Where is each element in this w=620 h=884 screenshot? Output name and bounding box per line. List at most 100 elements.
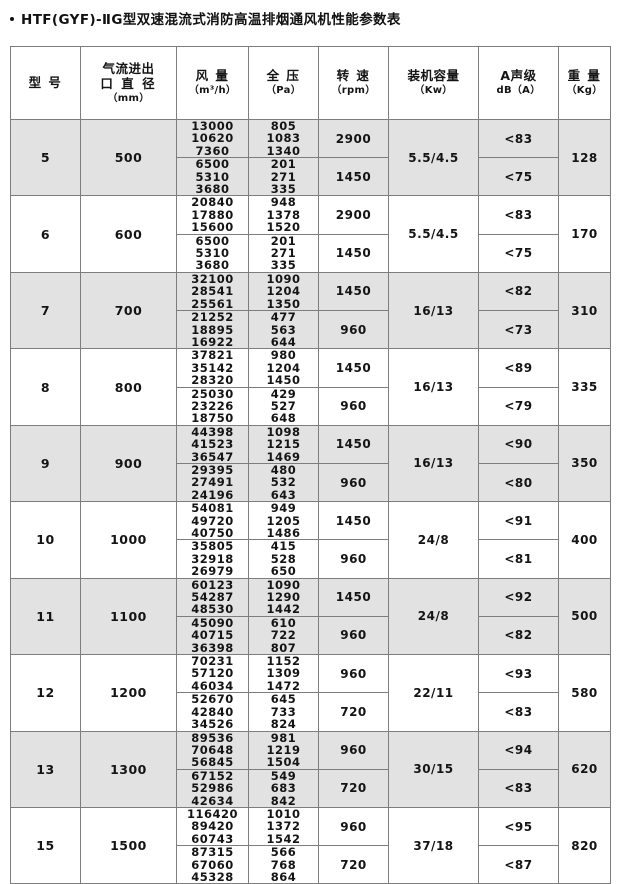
cell-flow-low: 45090 40715 36398 <box>176 615 249 656</box>
table-row: 13 1300 89536 70648 56845 981 1219 1504 960 30/15… <box>10 730 611 808</box>
cell-speed-high: 1450 <box>318 577 389 617</box>
header-row: 型 号 气流进出 口 直 径 （mm） 风 量 （m³/h） 全 压 （Pa） <box>10 46 611 120</box>
cell-flow-low: 52670 42840 34526 <box>176 692 249 732</box>
cell-speed-high: 1450 <box>318 348 389 388</box>
value: 41523 <box>191 437 234 452</box>
cell-model: 11 <box>10 577 81 656</box>
header-pressure: 全 压 （Pa） <box>248 46 319 120</box>
cell-speed-low: 960 <box>318 462 389 503</box>
value: 335 <box>270 258 297 273</box>
cell-weight: 335 <box>558 348 611 426</box>
cell-speed-low: 720 <box>318 845 389 884</box>
cell-noise-high: <82 <box>478 271 559 312</box>
value: 610 <box>270 615 297 630</box>
value: 1219 <box>266 742 301 757</box>
cell-noise-high: <83 <box>478 118 559 159</box>
cell-diameter: 700 <box>80 271 177 350</box>
header-weight-label: 重 量 <box>567 68 602 84</box>
value: 44398 <box>191 424 234 439</box>
cell-noise-high: <90 <box>478 424 559 464</box>
value: 1378 <box>266 207 301 222</box>
cell-weight: 500 <box>558 577 611 656</box>
value: 1204 <box>266 360 301 375</box>
value: 37821 <box>191 348 234 363</box>
value: 1442 <box>266 602 301 617</box>
value: 948 <box>270 195 297 210</box>
cell-pressure-high: 1098 1215 1469 <box>248 424 319 464</box>
header-pressure-label: 全 压 <box>266 68 301 84</box>
value: 1290 <box>266 590 301 605</box>
value: 5310 <box>195 169 230 184</box>
cell-pressure-low: 201 271 335 <box>248 233 319 273</box>
cell-model: 9 <box>10 424 81 503</box>
value: 18895 <box>191 322 234 337</box>
cell-flow-high: 89536 70648 56845 <box>176 730 249 770</box>
value: 5310 <box>195 246 230 261</box>
cell-speed-low: 720 <box>318 692 389 732</box>
value: 683 <box>270 781 297 796</box>
header-pressure-unit: （Pa） <box>265 85 301 97</box>
cell-weight: 400 <box>558 501 611 579</box>
cell-weight: 350 <box>558 424 611 503</box>
value: 1542 <box>266 831 301 846</box>
cell-diameter: 1000 <box>80 501 177 579</box>
value: 201 <box>270 157 297 172</box>
value: 26979 <box>191 564 234 579</box>
cell-pressure-low: 645 733 824 <box>248 692 319 732</box>
value: 70231 <box>191 654 234 669</box>
value: 824 <box>270 717 297 732</box>
cell-noise-low: <79 <box>478 386 559 426</box>
cell-flow-low: 21252 18895 16922 <box>176 310 249 350</box>
header-noise: A声级 dB（A） <box>478 46 559 120</box>
header-flow-label: 风 量 <box>195 68 230 84</box>
cell-diameter: 1200 <box>80 654 177 732</box>
value: 17880 <box>191 207 234 222</box>
header-diameter-line1: 气流进出 <box>102 60 155 76</box>
table-row: 35805 32918 26979 415 528 650 960 <81 <box>11 539 611 579</box>
value: 40750 <box>191 526 234 540</box>
value: 1469 <box>266 449 301 464</box>
value: 644 <box>270 334 297 349</box>
value: 6500 <box>195 233 230 248</box>
cell-noise-low: <80 <box>478 462 559 503</box>
cell-pressure-high: 980 1204 1450 <box>248 348 319 388</box>
cell-speed-high: 1450 <box>318 424 389 464</box>
value: 87315 <box>191 845 234 860</box>
cell-flow-high: 116420 89420 60743 <box>176 806 249 847</box>
cell-pressure-high: 981 1219 1504 <box>248 730 319 770</box>
value: 36398 <box>191 640 234 655</box>
cell-weight: 580 <box>558 654 611 732</box>
cell-model: 13 <box>10 730 81 808</box>
cell-speed-low: 960 <box>318 386 389 426</box>
cell-power: 22/11 <box>388 654 479 732</box>
value: 768 <box>270 857 297 872</box>
value: 201 <box>270 233 297 248</box>
cell-pressure-high: 1152 1309 1472 <box>248 654 319 694</box>
cell-speed-low: 960 <box>318 539 389 579</box>
value: 21252 <box>191 310 234 325</box>
value: 67152 <box>191 768 234 783</box>
table-row: 11 1100 60123 54287 48530 1090 1290 1442 1450 24/… <box>10 577 611 656</box>
cell-speed-high: 2900 <box>318 195 389 235</box>
cell-flow-low: 67152 52986 42634 <box>176 768 249 808</box>
value: 981 <box>270 730 297 745</box>
header-flow-unit: （m³/h） <box>188 85 237 97</box>
value: 1152 <box>266 654 301 669</box>
value: 49720 <box>191 513 234 528</box>
value: 27491 <box>191 475 234 490</box>
table-row: 15 1500 116420 89420 60743 1010 1372 1542 960 37/… <box>10 806 611 884</box>
cell-power: 24/8 <box>388 501 479 579</box>
value: 1450 <box>266 373 301 388</box>
header-speed: 转 速 （rpm） <box>318 46 389 120</box>
value: 67060 <box>191 857 234 872</box>
table-row: 6500 5310 3680 201 271 335 1450 <75 <box>11 233 611 273</box>
value: 480 <box>270 462 297 477</box>
cell-pressure-low: 415 528 650 <box>248 539 319 579</box>
cell-flow-low: 6500 5310 3680 <box>176 233 249 273</box>
value: 46034 <box>191 678 234 693</box>
page-root: HTF(GYF)-ⅡG型双速混流式消防高温排烟通风机性能参数表 型 号 气流进出… <box>10 12 611 884</box>
value: 1309 <box>266 666 301 681</box>
value: 24196 <box>191 487 234 502</box>
value: 1090 <box>266 577 301 592</box>
cell-pressure-high: 1010 1372 1542 <box>248 806 319 847</box>
